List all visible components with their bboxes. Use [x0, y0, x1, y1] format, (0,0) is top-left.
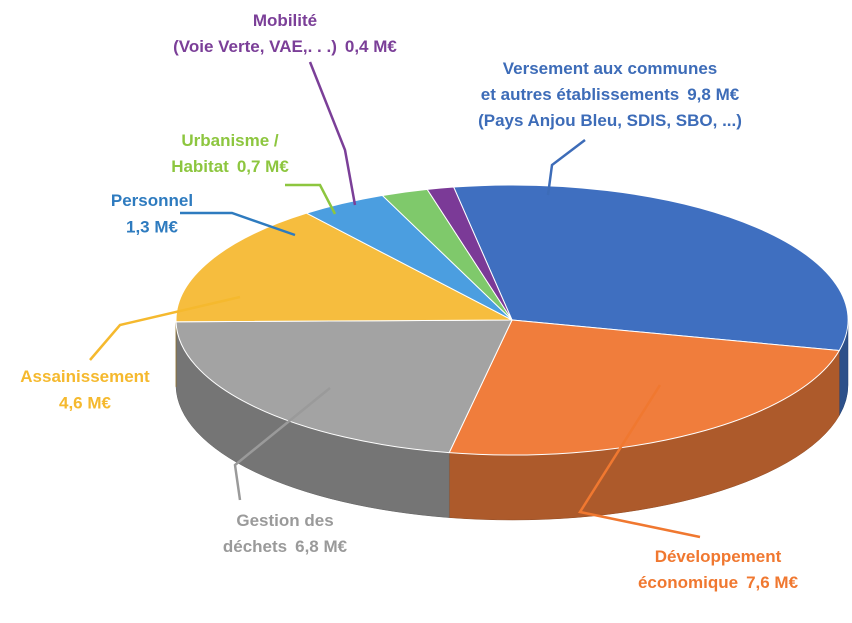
category-label: Mobilité — [253, 11, 317, 30]
value-label: 6,8 M€ — [295, 537, 348, 556]
slice-label: et autres établissements 9,8 M€ — [481, 85, 740, 104]
value-label: 1,3 M€ — [126, 217, 179, 236]
slice-label: Mobilité — [253, 11, 317, 30]
leader-line — [285, 183, 337, 215]
slice-label: économique 7,6 M€ — [638, 573, 799, 592]
category-label: Développement — [655, 547, 782, 566]
category-label: Assainissement — [20, 367, 150, 386]
category-label: Urbanisme / — [181, 131, 279, 150]
category-label: (Pays Anjou Bleu, SDIS, SBO, ...) — [478, 111, 742, 130]
slice — [175, 212, 513, 323]
category-label: Versement aux communes — [503, 59, 717, 78]
slice-label: (Pays Anjou Bleu, SDIS, SBO, ...) — [478, 111, 742, 130]
leader-line — [577, 384, 701, 539]
value-label: 7,6 M€ — [746, 573, 799, 592]
value-label: 0,4 M€ — [345, 37, 398, 56]
slice — [448, 319, 841, 456]
leader-line — [546, 139, 586, 196]
slice-label: Habitat 0,7 M€ — [171, 157, 289, 176]
leader-line — [89, 295, 241, 361]
leader-line — [180, 211, 296, 237]
slice-label: Personnel — [111, 191, 193, 210]
category-label: Personnel — [111, 191, 193, 210]
leader-line — [233, 387, 331, 501]
slice — [426, 186, 513, 321]
category-label: économique — [638, 573, 738, 592]
category-label: déchets — [223, 537, 287, 556]
slice-label: déchets 6,8 M€ — [223, 537, 348, 556]
value-label: 4,6 M€ — [59, 393, 112, 412]
slice — [175, 319, 513, 454]
leader-lines — [89, 61, 701, 539]
category-label: et autres établissements — [481, 85, 679, 104]
value-label: 0,7 M€ — [237, 157, 290, 176]
category-label: (Voie Verte, VAE,. . .) — [173, 37, 337, 56]
labels: Versement aux communes et autres établiss… — [20, 11, 798, 592]
value-label: 9,8 M€ — [687, 85, 740, 104]
slice-label: Versement aux communes — [503, 59, 717, 78]
slice-label: (Voie Verte, VAE,. . .) 0,4 M€ — [173, 37, 397, 56]
slice-label: Développement — [655, 547, 782, 566]
pie-tops — [175, 184, 849, 456]
slice — [452, 184, 849, 352]
category-label: Habitat — [171, 157, 229, 176]
slice-label: Assainissement — [20, 367, 150, 386]
category-label: Gestion des — [236, 511, 333, 530]
leader-line — [308, 61, 357, 206]
slice-label: Gestion des — [236, 511, 333, 530]
slice-label: Urbanisme / — [181, 131, 279, 150]
